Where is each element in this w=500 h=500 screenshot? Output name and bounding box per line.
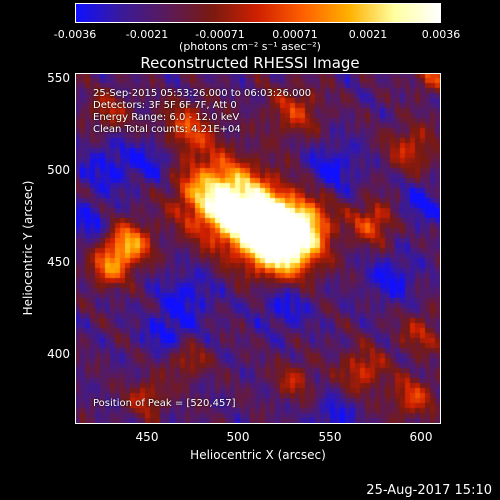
x-tick-label: 600 <box>409 430 433 444</box>
x-axis-label: Heliocentric X (arcsec) <box>190 448 326 462</box>
colorbar-tick-label: -0.00071 <box>195 28 245 41</box>
colorbar-tick-label: 0.0036 <box>421 28 461 41</box>
x-tick-label: 500 <box>226 430 250 444</box>
y-tick-label: 500 <box>47 163 70 177</box>
x-tick-label: 550 <box>318 430 342 444</box>
annotation-time-range: 25-Sep-2015 05:53:26.000 to 06:03:26.000 <box>93 88 312 99</box>
image-title: Reconstructed RHESSI Image <box>140 54 360 72</box>
y-tick-label: 450 <box>47 255 70 269</box>
annotation-detectors: Detectors: 3F 5F 6F 7F, Att 0 <box>93 100 237 111</box>
colorbar-tick-label: -0.0036 <box>53 28 97 41</box>
timestamp-footer: 25-Aug-2017 15:10 <box>366 483 492 498</box>
annotation-energy-range: Energy Range: 6.0 - 12.0 keV <box>93 112 240 123</box>
rhessi-image-map <box>75 73 441 424</box>
y-tick-label: 400 <box>47 347 70 361</box>
x-tick-label: 450 <box>135 430 159 444</box>
annotation-peak-position: Position of Peak = [520,457] <box>93 398 236 409</box>
y-tick-label: 550 <box>47 71 70 85</box>
colorbar-units: (photons cm⁻² s⁻¹ asec⁻²) <box>179 40 321 53</box>
colorbar-tick-label: 0.00071 <box>272 28 318 41</box>
y-axis-label: Heliocentric Y (arcsec) <box>21 180 35 316</box>
colorbar-tick-label: 0.0021 <box>348 28 388 41</box>
colorbar-tick-label: -0.0021 <box>125 28 169 41</box>
annotation-clean-counts: Clean Total counts: 4.21E+04 <box>93 124 241 135</box>
colorbar <box>75 3 441 23</box>
